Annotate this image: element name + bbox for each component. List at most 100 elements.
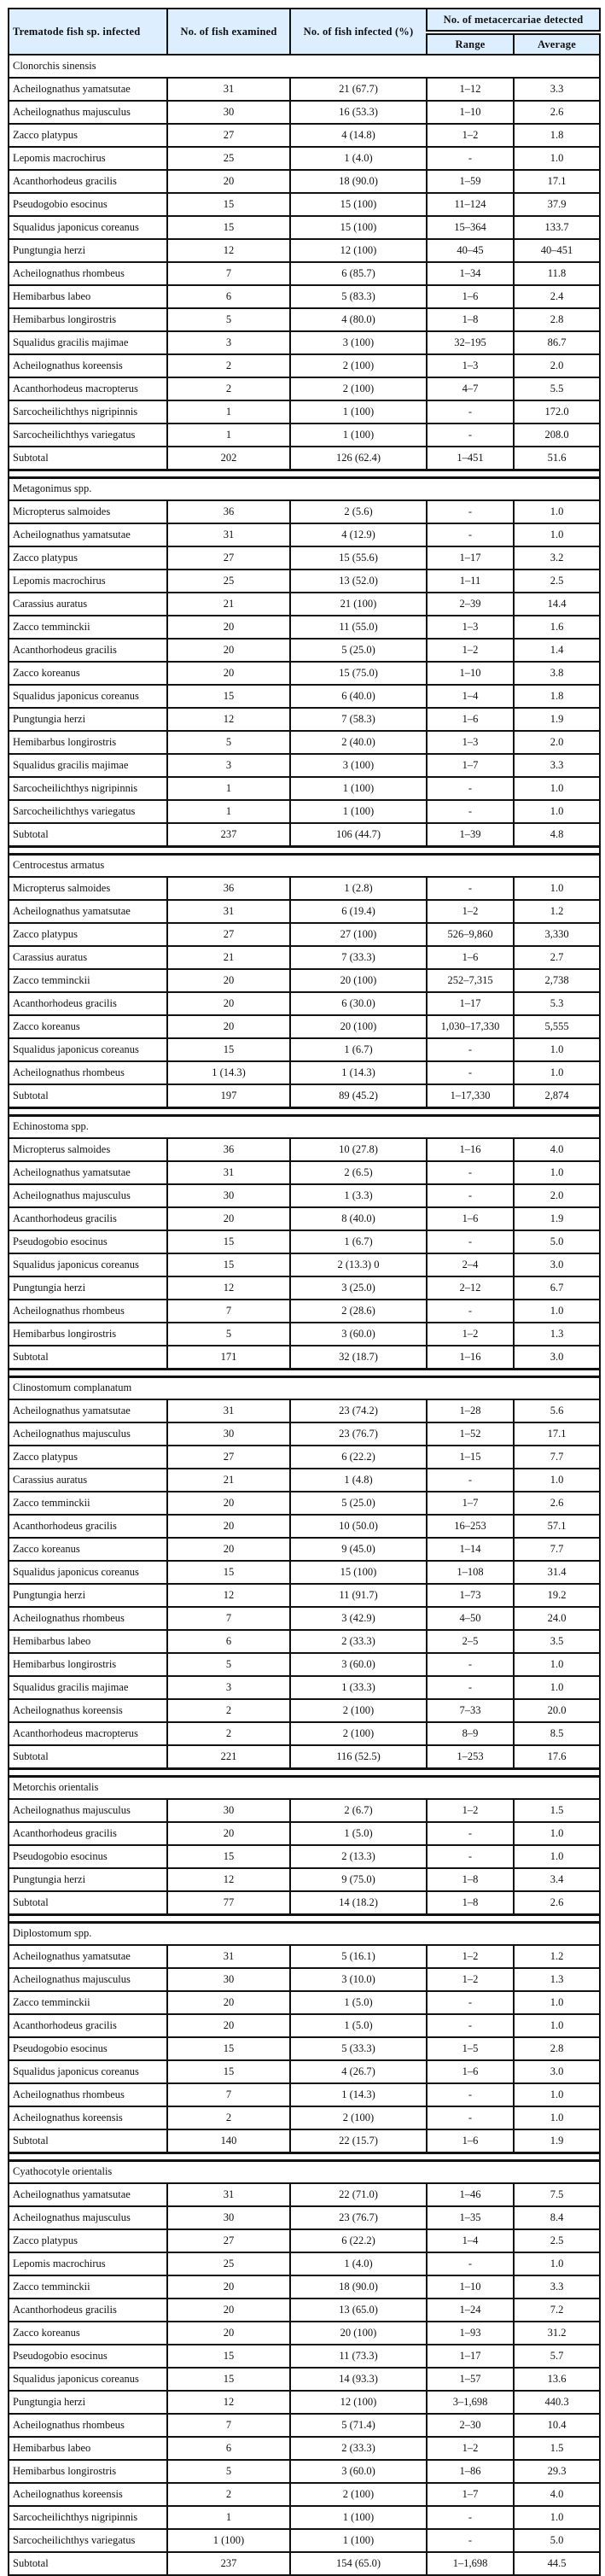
fish-infected-cell: 2 (28.6) <box>289 1299 428 1323</box>
average-cell: 1.5 <box>512 2436 602 2461</box>
fish-species-cell: Hemibarbus labeo <box>8 284 168 309</box>
group-divider <box>7 1767 602 1778</box>
range-cell: 1–52 <box>426 1422 515 1446</box>
range-cell: 1–2 <box>426 899 515 924</box>
fish-species-cell: Acheilognathus yamatsutae <box>8 1399 168 1423</box>
range-cell: 1–39 <box>426 822 515 847</box>
group-divider <box>7 1367 602 1378</box>
fish-species-cell: Pseudogobio esocinus <box>8 1230 168 1254</box>
fish-species-cell: Squalidus gracilis majimae <box>8 1675 168 1700</box>
table-row: Pungtungia herzi 12 12 (100) 3–1,698 440.3 <box>8 2390 602 2415</box>
table-row: Acheilognathus koreensis 2 2 (100) -1.0 <box>8 2106 602 2130</box>
fish-infected-cell: 5 (25.0) <box>289 638 428 663</box>
average-cell: 4.0 <box>512 1137 602 1162</box>
table-row: Pungtungia herzi 12 12 (100) 40–45 40–451 <box>8 238 602 263</box>
fish-examined-cell: 1 <box>166 799 291 824</box>
average-cell: 1.0 <box>512 876 602 901</box>
fish-examined-cell: 12 <box>166 238 291 263</box>
range-cell: 1–2 <box>426 1944 515 1969</box>
fish-species-cell: Lepomis macrochirus <box>8 2252 168 2276</box>
average-cell: 7.2 <box>512 2298 602 2322</box>
table-row: Acanthorhodeus gracilis 20 18 (90.0) 1–59 17… <box>8 169 602 194</box>
double-rule <box>7 1767 602 1778</box>
average-cell: 1.0 <box>512 776 602 801</box>
average-cell: 3.3 <box>512 77 602 102</box>
fish-infected-cell: 3 (100) <box>289 753 428 778</box>
average-cell: 1.3 <box>512 1322 602 1346</box>
fish-examined-cell: 3 <box>166 1675 291 1700</box>
fish-examined-cell: 1 <box>166 400 291 424</box>
fish-examined-cell: 20 <box>166 1990 291 2015</box>
range-cell: 8–9 <box>426 1721 515 1746</box>
fish-species-cell: Sarcocheilichthys nigripinnis <box>8 2505 168 2530</box>
fish-infected-cell: 23 (76.7) <box>289 2205 428 2230</box>
fish-species-cell: Acanthorhodeus gracilis <box>8 991 168 1016</box>
average-cell: 1.0 <box>512 1037 602 1062</box>
range-cell: 2–30 <box>426 2413 515 2438</box>
table-row: Acheilognathus koreensis 2 2 (100) 7–33 20.0 <box>8 1698 602 1723</box>
fish-species-cell: Acheilognathus majusculus <box>8 100 168 125</box>
fish-examined-cell: 5 <box>166 307 291 332</box>
fish-infected-cell: 12 (100) <box>289 238 428 263</box>
fish-examined-cell: 30 <box>166 1183 291 1208</box>
fish-species-cell: Acheilognathus majusculus <box>8 1798 168 1823</box>
table-row: Pseudogobio esocinus 15 2 (13.3) -1.0 <box>8 1844 602 1869</box>
range-cell: 1–2 <box>426 1798 515 1823</box>
table-row: Pseudogobio esocinus 15 1 (6.7) -5.0 <box>8 1230 602 1254</box>
average-cell: 20.0 <box>512 1698 602 1723</box>
fish-examined-cell: 36 <box>166 876 291 901</box>
average-cell: 7.7 <box>512 1445 602 1469</box>
fish-examined-cell: 12 <box>166 2390 291 2415</box>
header-fish-examined: No. of fish examined <box>166 8 291 55</box>
range-cell: - <box>426 400 515 424</box>
fish-examined-cell: 5 <box>166 1322 291 1346</box>
average-cell: 57.1 <box>512 1514 602 1539</box>
fish-examined-cell: 5 <box>166 2459 291 2484</box>
fish-infected-cell: 22 (71.0) <box>289 2182 428 2207</box>
range-cell: - <box>426 1821 515 1846</box>
fish-infected-cell: 3 (100) <box>289 330 428 355</box>
fish-examined-cell: 2 <box>166 2482 291 2507</box>
fish-species-cell: Acheilognathus rhombeus <box>8 2413 168 2438</box>
average-cell: 5.5 <box>512 377 602 401</box>
average-cell: 44.5 <box>512 2551 602 2576</box>
fish-infected-cell: 2 (40.0) <box>289 730 428 755</box>
range-cell: - <box>426 499 515 524</box>
fish-examined-cell: 6 <box>166 1629 291 1654</box>
average-cell: 19.2 <box>512 1583 602 1608</box>
fish-species-cell: Pungtungia herzi <box>8 1583 168 1608</box>
average-cell: 2.8 <box>512 307 602 332</box>
table-row: Hemibarbus longirostris 5 2 (40.0) 1–3 2.0 <box>8 730 602 755</box>
fish-examined-cell: 31 <box>166 1944 291 1969</box>
range-cell: 1–16 <box>426 1345 515 1370</box>
range-cell: 1–3 <box>426 615 515 640</box>
average-cell: 2.6 <box>512 1491 602 1516</box>
fish-species-cell: Zacco koreanus <box>8 2321 168 2345</box>
table-row: Acheilognathus yamatsutae 31 5 (16.1) 1–2 1.… <box>8 1944 602 1969</box>
fish-examined-cell: 197 <box>166 1084 291 1108</box>
range-cell: 1–10 <box>426 100 515 125</box>
fish-infected-cell: 1 (2.8) <box>289 876 428 901</box>
range-cell: 1–253 <box>426 1744 515 1769</box>
header-metacercariae-detected: No. of metacercariae detected <box>425 8 602 33</box>
fish-examined-cell: 3 <box>166 330 291 355</box>
average-cell: 440.3 <box>512 2390 602 2415</box>
fish-examined-cell: 1 <box>166 2505 291 2530</box>
table-row: Squalidus gracilis majimae 3 3 (100) 1–7 3.3 <box>8 753 602 778</box>
fish-infected-cell: 11 (73.3) <box>289 2344 428 2369</box>
average-cell: 3.3 <box>512 753 602 778</box>
table-row: Sarcocheilichthys nigripinnis 1 1 (100) -1.… <box>8 776 602 801</box>
fish-species-cell: Acheilognathus majusculus <box>8 1967 168 1992</box>
range-cell: 1–6 <box>426 1206 515 1231</box>
fish-species-cell: Subtotal <box>8 1890 168 1915</box>
table-row: Zacco koreanus 20 20 (100) 1–93 31.2 <box>8 2321 602 2345</box>
fish-species-cell: Acheilognathus koreensis <box>8 1698 168 1723</box>
range-cell: 1–4 <box>426 2228 515 2253</box>
range-cell: 252–7,315 <box>426 968 515 993</box>
fish-species-cell: Pungtungia herzi <box>8 238 168 263</box>
fish-species-cell: Squalidus japonicus coreanus <box>8 2367 168 2392</box>
average-cell: 1.5 <box>512 1798 602 1823</box>
fish-infected-cell: 4 (80.0) <box>289 307 428 332</box>
fish-species-cell: Subtotal <box>8 1084 168 1108</box>
fish-species-cell: Zacco koreanus <box>8 661 168 686</box>
